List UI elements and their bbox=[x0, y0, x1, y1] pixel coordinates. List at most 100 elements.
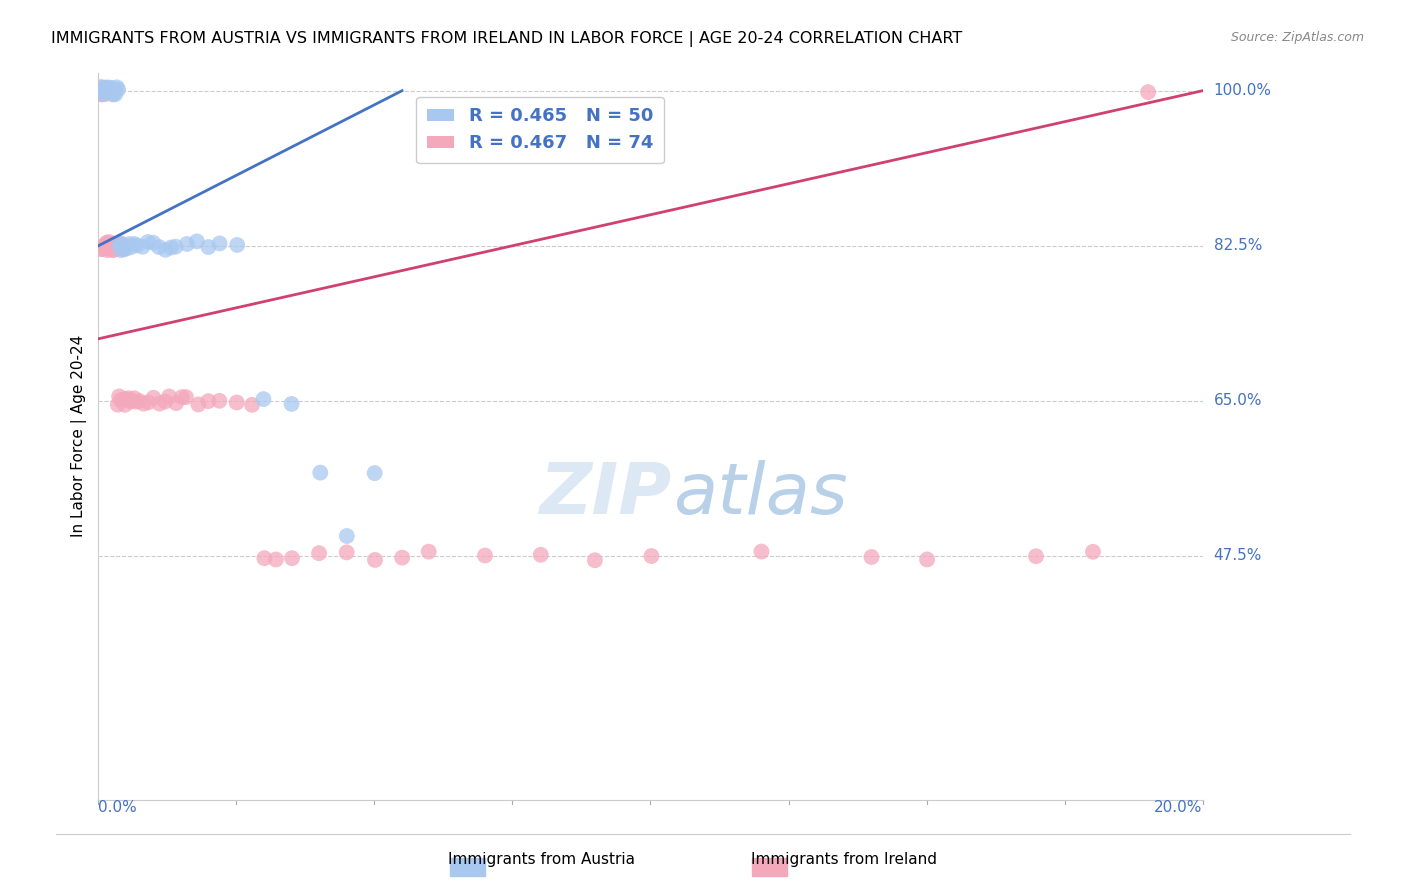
Point bbox=[128, 394, 150, 409]
Point bbox=[96, 239, 118, 253]
Point bbox=[98, 238, 121, 252]
Point bbox=[110, 236, 132, 251]
Point bbox=[120, 240, 142, 254]
Point bbox=[91, 242, 114, 256]
Point bbox=[264, 552, 287, 566]
Point bbox=[391, 550, 413, 565]
Point bbox=[104, 87, 127, 102]
Point bbox=[94, 85, 117, 99]
Point bbox=[336, 545, 359, 559]
Point bbox=[90, 87, 112, 101]
Text: ZIP: ZIP bbox=[540, 460, 672, 529]
Point bbox=[103, 87, 125, 101]
Point bbox=[100, 81, 122, 95]
Text: 20.0%: 20.0% bbox=[1154, 799, 1202, 814]
Point bbox=[104, 236, 127, 251]
Point bbox=[165, 396, 187, 410]
Point bbox=[176, 236, 198, 251]
Point bbox=[110, 238, 132, 252]
Point bbox=[197, 240, 219, 254]
Point bbox=[105, 238, 128, 252]
Point bbox=[136, 395, 159, 409]
Point bbox=[108, 237, 131, 252]
Point bbox=[336, 529, 359, 543]
Point bbox=[186, 235, 208, 249]
Point bbox=[153, 394, 176, 409]
Point bbox=[108, 389, 131, 403]
Text: 0.0%: 0.0% bbox=[98, 799, 138, 814]
Point bbox=[132, 397, 155, 411]
Point bbox=[96, 81, 118, 95]
Point bbox=[93, 84, 115, 98]
Point bbox=[108, 236, 131, 251]
Point bbox=[115, 392, 138, 407]
Point bbox=[165, 240, 187, 254]
Point bbox=[240, 398, 263, 412]
Point bbox=[97, 85, 120, 99]
Point bbox=[208, 393, 231, 408]
Point bbox=[101, 87, 124, 102]
Text: Source: ZipAtlas.com: Source: ZipAtlas.com bbox=[1230, 31, 1364, 45]
Legend: R = 0.465   N = 50, R = 0.467   N = 74: R = 0.465 N = 50, R = 0.467 N = 74 bbox=[416, 96, 664, 163]
Point bbox=[197, 394, 219, 409]
Point bbox=[142, 235, 165, 250]
Point bbox=[751, 544, 773, 558]
Point bbox=[90, 242, 112, 256]
Point bbox=[98, 235, 121, 249]
Point bbox=[114, 398, 136, 412]
Point bbox=[90, 80, 112, 95]
Point bbox=[101, 237, 124, 252]
Point bbox=[93, 85, 115, 99]
Point bbox=[226, 238, 249, 252]
Point bbox=[98, 83, 121, 97]
Point bbox=[125, 394, 148, 409]
Point bbox=[94, 87, 117, 101]
Point bbox=[93, 238, 115, 252]
Point bbox=[101, 86, 124, 100]
Text: 82.5%: 82.5% bbox=[1213, 238, 1263, 253]
Point bbox=[148, 240, 170, 254]
Point bbox=[363, 466, 385, 480]
Point bbox=[107, 82, 129, 96]
Point bbox=[860, 549, 883, 564]
Point bbox=[157, 389, 180, 403]
Point bbox=[309, 466, 332, 480]
Point bbox=[253, 551, 276, 566]
Point bbox=[107, 398, 129, 412]
Y-axis label: In Labor Force | Age 20-24: In Labor Force | Age 20-24 bbox=[72, 335, 87, 537]
Point bbox=[1025, 549, 1047, 564]
Point bbox=[111, 238, 134, 252]
Text: 47.5%: 47.5% bbox=[1213, 549, 1263, 564]
Point bbox=[640, 549, 662, 563]
Point bbox=[100, 241, 122, 255]
Point bbox=[131, 240, 153, 254]
Point bbox=[97, 82, 120, 96]
Point bbox=[142, 391, 165, 405]
Text: 100.0%: 100.0% bbox=[1213, 83, 1271, 98]
Point bbox=[103, 237, 125, 252]
Point bbox=[174, 390, 197, 404]
Text: Immigrants from Ireland: Immigrants from Ireland bbox=[751, 852, 936, 867]
Point bbox=[474, 549, 496, 563]
Point bbox=[100, 240, 122, 254]
Point bbox=[98, 80, 121, 95]
Point bbox=[110, 243, 132, 257]
Point bbox=[149, 396, 172, 410]
Point bbox=[112, 392, 135, 406]
Point bbox=[364, 553, 387, 567]
Point bbox=[104, 239, 127, 253]
Point bbox=[94, 241, 117, 255]
Point bbox=[118, 393, 141, 408]
Point bbox=[252, 392, 274, 406]
Point bbox=[187, 397, 209, 411]
Point bbox=[915, 552, 938, 566]
Point bbox=[114, 242, 136, 256]
Point bbox=[90, 87, 112, 102]
Text: 65.0%: 65.0% bbox=[1213, 393, 1263, 409]
Point bbox=[103, 243, 125, 257]
Point bbox=[170, 390, 193, 404]
Point bbox=[118, 237, 141, 252]
Text: Immigrants from Austria: Immigrants from Austria bbox=[447, 852, 636, 867]
Point bbox=[98, 238, 121, 252]
Point bbox=[124, 391, 146, 405]
